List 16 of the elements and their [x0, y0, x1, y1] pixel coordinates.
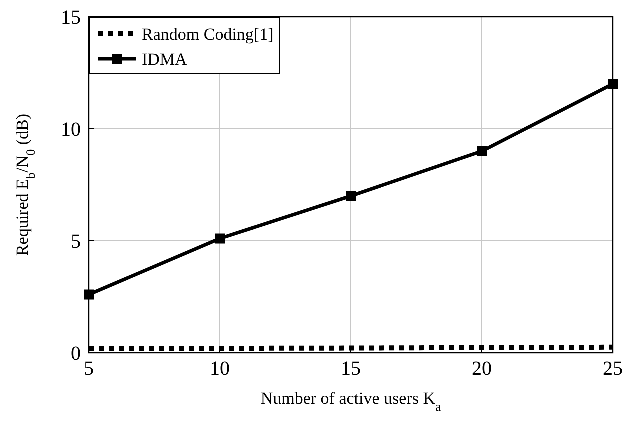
- y-tick-label: 5: [71, 231, 81, 253]
- point: [215, 234, 225, 244]
- point: [608, 79, 618, 90]
- x-tick-label: 10: [210, 358, 230, 380]
- legend-label: IDMA: [142, 50, 188, 69]
- y-tick-label: 10: [61, 119, 81, 141]
- point: [477, 146, 487, 156]
- point: [84, 290, 94, 300]
- x-tick-label: 20: [472, 358, 492, 380]
- y-tick-label: 0: [71, 343, 81, 365]
- x-tick-label: 15: [341, 358, 361, 380]
- point: [346, 191, 356, 202]
- x-tick-label: 25: [603, 358, 623, 380]
- x-axis-title: Number of active users K$_{a}$: [260, 389, 442, 414]
- legend-label: Random Coding[1]: [142, 25, 274, 44]
- y-tick-label: 15: [61, 7, 81, 29]
